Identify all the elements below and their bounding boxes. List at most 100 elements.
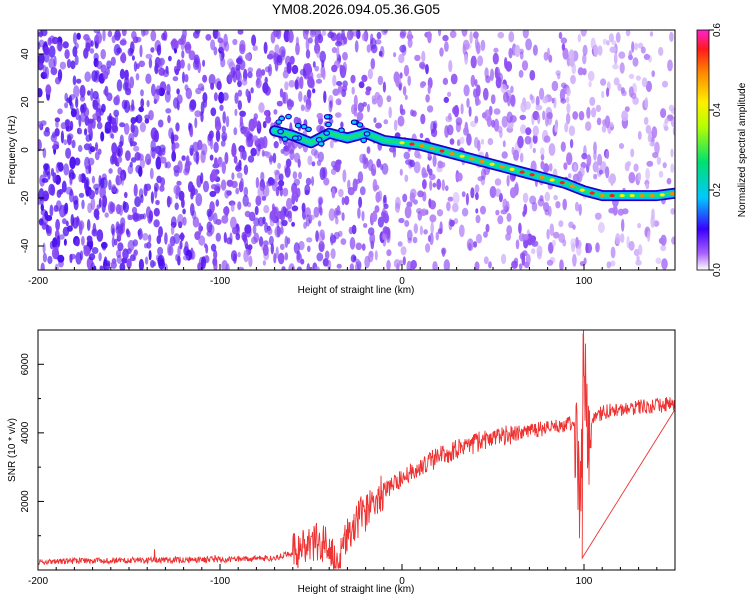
noise-blob xyxy=(494,178,502,186)
noise-blob xyxy=(366,103,371,113)
noise-blob xyxy=(171,150,177,162)
noise-blob xyxy=(210,169,218,181)
noise-blob xyxy=(602,38,608,45)
noise-blob xyxy=(100,131,105,142)
noise-blob xyxy=(124,191,128,199)
noise-blob xyxy=(119,262,126,270)
noise-blob xyxy=(377,75,384,86)
noise-blob xyxy=(663,121,668,130)
noise-blob xyxy=(461,191,466,198)
noise-blob xyxy=(393,119,398,131)
noise-blob xyxy=(254,205,259,216)
noise-blob xyxy=(645,80,653,93)
noise-blob xyxy=(542,96,549,104)
x-tick-label: 0 xyxy=(399,276,405,287)
noise-blob xyxy=(76,32,81,40)
noise-blob xyxy=(309,78,315,89)
noise-blob xyxy=(70,214,75,227)
noise-blob xyxy=(200,256,207,269)
noise-blob xyxy=(192,216,200,228)
noise-blob xyxy=(459,136,465,145)
noise-blob xyxy=(263,41,268,54)
noise-blob xyxy=(647,134,651,143)
noise-blob xyxy=(244,226,248,233)
noise-blob xyxy=(88,253,96,261)
noise-blob xyxy=(42,147,47,159)
noise-blob xyxy=(214,157,218,168)
noise-blob xyxy=(514,44,521,58)
noise-blob xyxy=(590,37,596,50)
noise-blob xyxy=(232,38,238,46)
noise-blob xyxy=(427,31,432,44)
noise-blob xyxy=(70,108,77,118)
noise-blob xyxy=(133,145,140,152)
noise-blob xyxy=(131,30,137,40)
noise-blob xyxy=(73,199,79,211)
noise-blob xyxy=(150,191,154,204)
noise-blob xyxy=(251,34,257,47)
noise-blob xyxy=(155,156,162,170)
noise-blob xyxy=(117,156,123,163)
noise-blob xyxy=(90,40,94,47)
noise-blob xyxy=(237,266,245,270)
noise-blob xyxy=(92,99,99,110)
noise-blob xyxy=(276,217,280,228)
noise-blob xyxy=(350,74,356,84)
noise-blob xyxy=(582,68,587,76)
noise-blob xyxy=(277,252,285,265)
noise-blob xyxy=(78,192,85,198)
ridge-fragment xyxy=(291,135,299,141)
noise-blob xyxy=(210,243,217,252)
noise-blob xyxy=(164,232,168,245)
noise-blob xyxy=(267,63,273,77)
noise-blob xyxy=(284,208,289,218)
noise-blob xyxy=(448,60,453,73)
noise-blob xyxy=(97,148,102,155)
noise-blob xyxy=(75,238,80,247)
ridge-peak xyxy=(619,194,625,198)
noise-blob xyxy=(617,208,624,216)
noise-blob xyxy=(276,100,283,107)
noise-blob xyxy=(605,166,610,179)
y-tick-label: -20 xyxy=(20,190,31,205)
noise-blob xyxy=(407,75,412,87)
noise-blob xyxy=(38,88,43,98)
noise-blob xyxy=(542,110,546,121)
noise-blob xyxy=(485,223,490,233)
noise-blob xyxy=(470,120,477,128)
noise-blob xyxy=(370,37,377,50)
noise-blob xyxy=(216,30,221,40)
noise-blob xyxy=(185,155,190,167)
noise-blob xyxy=(366,146,371,154)
noise-blob xyxy=(47,171,51,180)
noise-blob xyxy=(118,226,123,235)
noise-blob xyxy=(125,228,130,236)
noise-blob xyxy=(285,142,291,149)
noise-blob xyxy=(580,30,587,37)
noise-blob xyxy=(570,74,576,85)
noise-blob xyxy=(376,31,382,40)
noise-blob xyxy=(651,126,658,139)
noise-blob xyxy=(150,47,155,53)
noise-blob xyxy=(565,96,570,103)
noise-blob xyxy=(400,246,407,256)
noise-blob xyxy=(243,186,249,197)
noise-blob xyxy=(91,118,96,129)
noise-blob xyxy=(125,87,132,96)
noise-blob xyxy=(489,186,497,198)
noise-blob xyxy=(388,106,393,119)
noise-blob xyxy=(643,116,649,126)
noise-blob xyxy=(621,90,627,97)
noise-blob xyxy=(398,83,402,91)
noise-blob xyxy=(361,210,365,222)
noise-blob xyxy=(335,112,342,118)
noise-blob xyxy=(50,67,58,76)
noise-blob xyxy=(257,143,262,152)
snr-xlabel: Height of straight line (km) xyxy=(298,584,415,595)
noise-blob xyxy=(672,126,675,136)
noise-blob xyxy=(80,109,86,123)
noise-blob xyxy=(110,56,116,66)
noise-blob xyxy=(150,127,158,140)
noise-blob xyxy=(490,94,496,105)
noise-blob xyxy=(261,69,266,76)
